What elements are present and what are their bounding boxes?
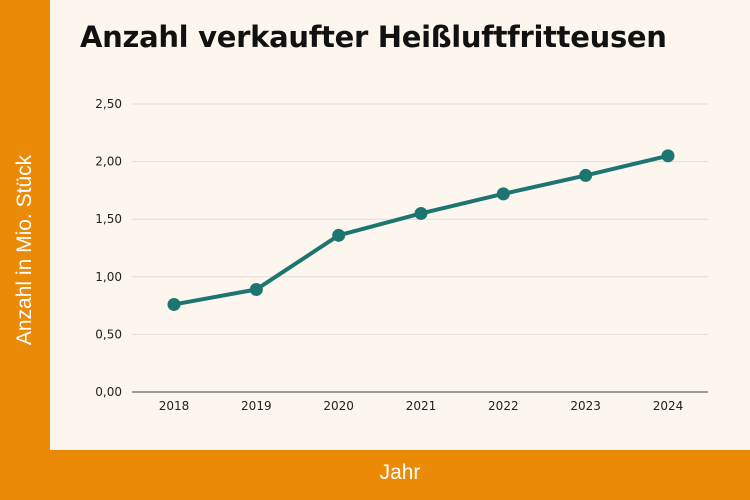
- y-tick-label: 2,50: [95, 97, 122, 111]
- data-point: [249, 282, 263, 296]
- data-point: [579, 168, 593, 182]
- series-line: [172, 153, 670, 307]
- y-tick-label: 0,00: [95, 385, 122, 399]
- data-point: [332, 228, 346, 242]
- x-tick-label: 2018: [159, 399, 190, 413]
- data-point: [496, 187, 510, 201]
- data-point: [661, 149, 675, 163]
- y-tick-label: 1,50: [95, 212, 122, 226]
- data-point: [167, 297, 181, 311]
- y-tick-label: 0,50: [95, 327, 122, 341]
- y-tick-label: 1,00: [95, 270, 122, 284]
- x-axis-label: Jahr: [379, 461, 421, 484]
- x-tick-label: 2022: [488, 399, 519, 413]
- y-tick-label: 2,00: [95, 155, 122, 169]
- data-point: [414, 206, 428, 220]
- x-tick-label: 2024: [653, 399, 684, 413]
- x-tick-label: 2020: [323, 399, 354, 413]
- chart-panel: [50, 0, 750, 450]
- x-tick-label: 2019: [241, 399, 272, 413]
- x-tick-label: 2021: [406, 399, 437, 413]
- chart-title: Anzahl verkaufter Heißluftfritteusen: [80, 20, 667, 54]
- x-tick-label: 2023: [570, 399, 601, 413]
